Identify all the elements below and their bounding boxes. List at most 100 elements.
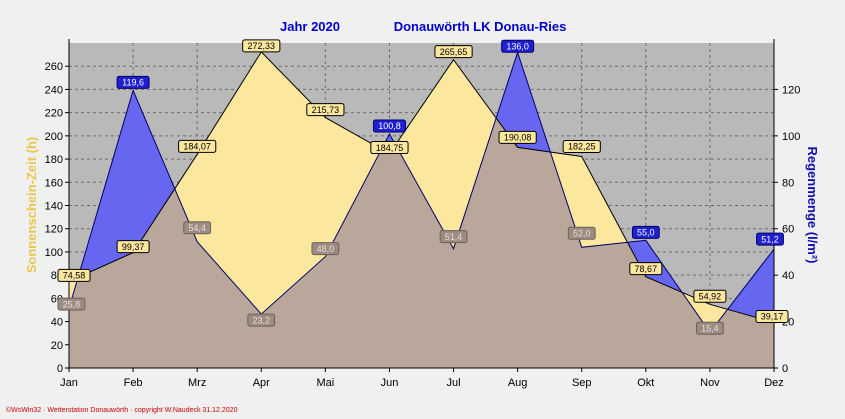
rain-data-label-text: 136,0	[506, 41, 529, 51]
sunshine-data-label-text: 54,92	[699, 291, 722, 301]
rain-data-label-text: 52,0	[573, 228, 591, 238]
sunshine-data-label-text: 182,25	[568, 142, 596, 152]
y-left-tick-label: 40	[51, 317, 63, 329]
rain-data-label: 55,0	[631, 225, 660, 239]
y-left-tick-label: 220	[45, 108, 63, 120]
rain-data-label-text: 54,4	[188, 223, 206, 233]
data-labels: 74,58 99,37 184,07 272,33 215,73 184,75 265,65…	[57, 39, 789, 335]
sunshine-data-label-box	[242, 39, 281, 53]
x-tick-label: Nov	[700, 377, 720, 389]
rain-data-label-box	[372, 119, 406, 133]
rain-data-label-box	[631, 225, 660, 239]
rain-data-label-box	[756, 232, 784, 246]
sunshine-data-label-text: 190,08	[504, 133, 532, 143]
sunshine-data-label: 215,73	[306, 103, 345, 117]
x-tick-label: Aug	[508, 377, 528, 389]
y-left-tick-label: 160	[45, 177, 63, 189]
y-left-tick-label: 200	[45, 131, 63, 143]
overlap-area	[69, 52, 774, 368]
y-right-tick-label: 120	[782, 84, 800, 96]
rain-data-label-box	[183, 221, 212, 235]
x-tick-label: Jul	[447, 377, 461, 389]
sunshine-line	[68, 51, 775, 323]
sunshine-data-label: 272,33	[242, 39, 281, 53]
sunshine-data-label: 54,92	[693, 289, 727, 303]
x-tick-label: Apr	[253, 377, 270, 389]
rain-data-label: 25,8	[57, 297, 86, 311]
rain-data-label: 51,4	[439, 230, 468, 244]
sunshine-data-label-box	[370, 141, 409, 155]
y-right-tick-label: 100	[782, 131, 800, 143]
rain-data-label-box	[311, 242, 340, 256]
rain-data-label-text: 25,8	[63, 299, 81, 309]
rain-data-label: 52,0	[567, 226, 596, 240]
sunshine-data-label: 182,25	[562, 139, 601, 153]
sunshine-data-label-text: 272,33	[248, 41, 276, 51]
y-right-tick-label: 0	[782, 363, 788, 375]
y-right-axis-title: Regenmenge (l/m²)	[805, 146, 820, 263]
rain-data-label-text: 51,2	[761, 234, 779, 244]
rain-data-label-box	[116, 75, 150, 89]
sunshine-data-label: 265,65	[434, 45, 473, 59]
rain-data-label: 15,4	[696, 321, 724, 335]
sunshine-data-label-text: 74,58	[63, 271, 86, 281]
sunshine-data-label-box	[693, 289, 727, 303]
y-left-tick-label: 140	[45, 201, 63, 213]
y-right-tick-label: 80	[782, 177, 794, 189]
sunshine-data-label-text: 39,17	[761, 312, 784, 322]
y-left-tick-label: 0	[57, 363, 63, 375]
y-right-tick-label: 40	[782, 270, 794, 282]
y-left-tick-label: 180	[45, 154, 63, 166]
sunshine-data-label-box	[755, 310, 789, 324]
rain-data-label: 23,2	[247, 313, 276, 327]
y-left-tick-label: 260	[45, 61, 63, 73]
y-right-tick-label: 60	[782, 224, 794, 236]
rain-data-label-text: 119,6	[122, 78, 144, 88]
x-tick-label: Okt	[637, 377, 654, 389]
sunshine-data-label: 190,08	[498, 130, 537, 144]
rain-data-label-box	[247, 313, 276, 327]
sunshine-data-label-text: 99,37	[122, 242, 145, 252]
sunshine-data-label-box	[116, 240, 150, 254]
sunshine-data-label-text: 184,75	[376, 143, 404, 153]
x-tick-label: Jun	[381, 377, 399, 389]
rain-data-label-box	[57, 297, 86, 311]
rain-data-label: 119,6	[116, 75, 150, 89]
rain-data-label: 100,8	[372, 119, 406, 133]
rain-data-label: 136,0	[501, 39, 535, 53]
sunshine-data-label: 74,58	[57, 268, 91, 282]
rain-data-label-box	[501, 39, 535, 53]
sunshine-data-label: 184,07	[178, 139, 217, 153]
chart-title-station: Donauwörth LK Donau-Ries	[394, 19, 567, 34]
chart-title-year: Jahr 2020	[280, 19, 340, 34]
rain-data-label-box	[439, 230, 468, 244]
y-left-tick-label: 120	[45, 224, 63, 236]
sunshine-data-label: 39,17	[755, 310, 789, 324]
sunshine-data-label-box	[629, 262, 663, 276]
sunshine-data-label: 184,75	[370, 141, 409, 155]
y-left-tick-label: 240	[45, 84, 63, 96]
sunshine-data-label-text: 265,65	[440, 47, 468, 57]
rain-data-label-text: 48,0	[317, 244, 335, 254]
sunshine-data-label-text: 215,73	[312, 105, 340, 115]
sunshine-data-label-box	[498, 130, 537, 144]
x-tick-label: Mrz	[188, 377, 206, 389]
rain-data-label-text: 15,4	[701, 323, 719, 333]
rain-data-label: 51,2	[756, 232, 784, 246]
x-tick-label: Dez	[764, 377, 784, 389]
areas	[68, 50, 775, 369]
y-left-tick-label: 20	[51, 340, 63, 352]
y-left-tick-label: 100	[45, 247, 63, 259]
sunshine-data-label: 78,67	[629, 262, 663, 276]
axes: 0204060801001201401601802002202402600204…	[45, 39, 800, 389]
rain-data-label: 48,0	[311, 242, 340, 256]
x-tick-label: Jan	[60, 377, 78, 389]
x-tick-label: Mai	[316, 377, 334, 389]
sunshine-data-label-box	[57, 268, 91, 282]
rain-data-label-text: 51,4	[445, 232, 463, 242]
rain-line	[68, 50, 775, 334]
sunshine-data-label-box	[178, 139, 217, 153]
y-left-axis-title: Sonnenschein-Zeit (h)	[24, 137, 39, 274]
rain-data-label-text: 23,2	[253, 315, 271, 325]
sunshine-data-label-text: 78,67	[635, 264, 658, 274]
